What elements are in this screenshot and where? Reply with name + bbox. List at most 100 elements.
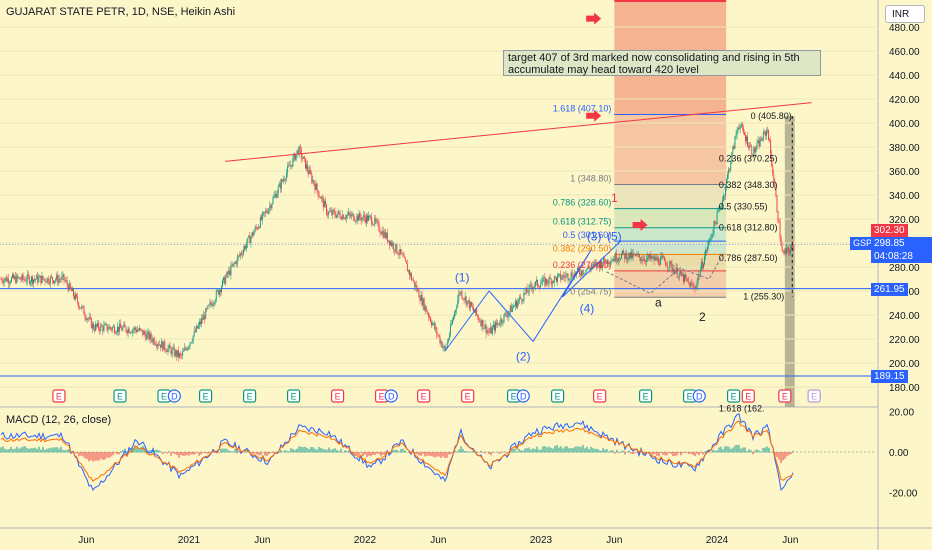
- candle: [340, 217, 342, 220]
- macd-histogram-bar: [460, 446, 462, 453]
- candle: [234, 261, 236, 264]
- macd-histogram-bar: [650, 452, 652, 454]
- macd-histogram-bar: [308, 449, 310, 453]
- macd-histogram-bar: [436, 452, 438, 457]
- annotation-note[interactable]: target 407 of 3rd marked now consolidati…: [503, 50, 821, 76]
- candle: [112, 326, 114, 328]
- candle: [523, 292, 525, 301]
- earnings-icon: [726, 389, 741, 403]
- macd-histogram-bar: [522, 450, 524, 453]
- candle: [43, 279, 45, 280]
- candle: [423, 298, 425, 311]
- macd-histogram-bar: [404, 450, 406, 453]
- candle: [244, 245, 246, 250]
- wave-label: (4): [580, 302, 595, 316]
- candle: [351, 214, 353, 217]
- macd-histogram-bar: [198, 452, 200, 456]
- earnings-marker: E: [461, 389, 475, 403]
- candle: [66, 280, 68, 286]
- macd-histogram-bar: [260, 452, 262, 456]
- macd-histogram-bar: [604, 449, 606, 453]
- candle: [734, 136, 736, 149]
- macd-histogram-bar: [172, 452, 174, 454]
- macd-histogram-bar: [524, 448, 526, 453]
- candle: [63, 274, 65, 280]
- candle: [101, 325, 103, 327]
- candle: [368, 215, 369, 221]
- candle: [533, 285, 535, 287]
- candle: [70, 288, 72, 292]
- currency-button[interactable]: INR: [885, 5, 925, 23]
- macd-histogram-bar: [254, 452, 256, 454]
- macd-histogram-bar: [300, 446, 302, 453]
- candle: [356, 215, 358, 221]
- macd-histogram-bar: [740, 448, 742, 453]
- candle: [520, 296, 522, 299]
- candle: [287, 166, 289, 173]
- macd-histogram-bar: [624, 452, 626, 455]
- earnings-icon: [242, 389, 257, 403]
- macd-histogram-bar: [566, 446, 568, 453]
- macd-histogram-bar: [444, 452, 446, 458]
- macd-histogram-bar: [462, 449, 464, 453]
- fib-right-label: 0 (405.80): [751, 111, 792, 121]
- macd-histogram-bar: [702, 452, 704, 455]
- earnings-icon: [741, 389, 755, 403]
- macd-histogram-bar: [8, 449, 10, 453]
- candle: [416, 285, 418, 291]
- candle: [370, 215, 372, 217]
- candle: [231, 265, 233, 267]
- candle: [530, 284, 532, 288]
- macd-histogram-bar: [66, 449, 68, 453]
- candle: [671, 263, 673, 271]
- candle: [421, 294, 423, 306]
- last-price: 298.85: [874, 238, 905, 249]
- candle: [280, 179, 282, 189]
- candle: [633, 253, 635, 255]
- candle: [436, 327, 438, 335]
- earnings-icon: [198, 389, 213, 403]
- candle: [182, 351, 184, 356]
- candle: [359, 213, 361, 218]
- macd-histogram-bar: [536, 446, 538, 453]
- candle: [138, 330, 139, 331]
- candle: [352, 213, 354, 215]
- candle: [134, 327, 136, 330]
- candle: [35, 279, 37, 281]
- candle: [295, 153, 297, 161]
- macd-histogram-bar: [776, 452, 778, 458]
- fib-right-label: 0.5 (330.55): [719, 201, 768, 211]
- earnings-marker: E: [550, 389, 565, 403]
- earnings-marker: E: [807, 389, 821, 403]
- candle: [211, 304, 213, 306]
- candle: [195, 326, 197, 332]
- earnings-marker: E: [417, 389, 431, 403]
- macd-histogram-bar: [158, 450, 160, 453]
- candle: [277, 186, 279, 194]
- candle: [170, 348, 172, 355]
- price-tick-label: 460.00: [889, 47, 920, 58]
- macd-histogram-bar: [556, 445, 558, 453]
- candle: [128, 328, 130, 333]
- macd-title: MACD (12, 26, close): [6, 414, 112, 426]
- candle: [171, 348, 173, 355]
- macd-histogram-bar: [496, 451, 498, 453]
- candle: [60, 279, 62, 281]
- candle: [3, 279, 5, 284]
- candle: [393, 243, 395, 250]
- candle: [778, 221, 780, 223]
- macd-histogram-bar: [780, 452, 782, 464]
- candle: [673, 269, 675, 274]
- candle: [21, 274, 23, 280]
- candle: [477, 314, 479, 317]
- candle: [720, 206, 722, 208]
- candle: [209, 302, 211, 305]
- macd-histogram-bar: [514, 448, 516, 453]
- candle: [610, 261, 612, 264]
- event-text: E: [291, 392, 297, 402]
- macd-histogram-bar: [540, 449, 542, 453]
- candle: [441, 341, 443, 348]
- candle: [490, 327, 492, 334]
